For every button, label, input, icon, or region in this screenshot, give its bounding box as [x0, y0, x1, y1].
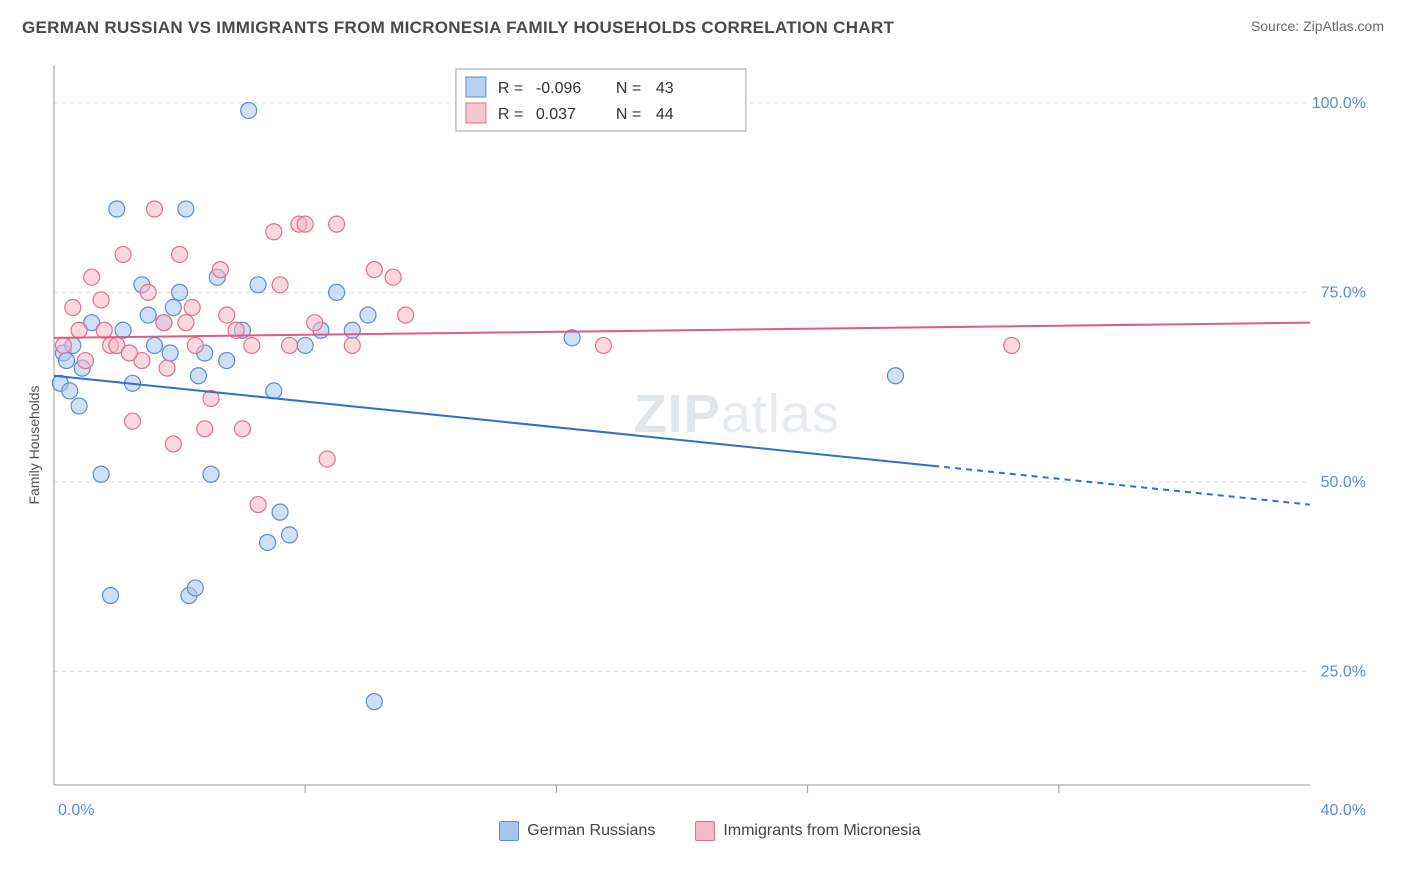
- data-point: [219, 353, 235, 369]
- data-point: [62, 383, 78, 399]
- data-point: [297, 216, 313, 232]
- data-point: [203, 466, 219, 482]
- data-point: [159, 360, 175, 376]
- legend-label: Immigrants from Micronesia: [723, 822, 920, 839]
- data-point: [178, 315, 194, 331]
- data-point: [146, 337, 162, 353]
- chart-container: Family Households ZIPatlas 25.0%50.0%75.…: [40, 55, 1380, 835]
- data-point: [55, 337, 71, 353]
- data-point: [272, 504, 288, 520]
- data-point: [250, 497, 266, 513]
- scatter-chart: 25.0% 50.0% 75.0% 100.0% 0.0% 40.0% R = -0.096 N…: [40, 55, 1380, 835]
- data-point: [266, 383, 282, 399]
- x-tick-label-min: 0.0%: [58, 802, 94, 819]
- data-point: [272, 277, 288, 293]
- data-point: [77, 353, 93, 369]
- legend-r-value: -0.096: [536, 80, 581, 97]
- y-tick-label: 25.0%: [1321, 663, 1366, 680]
- legend-swatch: [466, 103, 486, 123]
- page-title: GERMAN RUSSIAN VS IMMIGRANTS FROM MICRON…: [22, 18, 894, 38]
- data-point: [93, 466, 109, 482]
- legend-n-value: 44: [656, 106, 674, 123]
- data-point: [187, 580, 203, 596]
- legend-item: Immigrants from Micronesia: [695, 821, 920, 841]
- data-point: [162, 345, 178, 361]
- legend-r-value: 0.037: [536, 106, 576, 123]
- data-point: [84, 269, 100, 285]
- data-point: [184, 300, 200, 316]
- legend-r-label: R =: [498, 106, 523, 123]
- data-point: [319, 451, 335, 467]
- data-point: [282, 337, 298, 353]
- data-point: [366, 262, 382, 278]
- x-tick-label-max: 40.0%: [1321, 802, 1366, 819]
- data-point: [197, 421, 213, 437]
- data-point: [140, 307, 156, 323]
- data-point: [165, 300, 181, 316]
- data-point: [219, 307, 235, 323]
- data-point: [212, 262, 228, 278]
- data-point: [250, 277, 266, 293]
- data-point: [165, 436, 181, 452]
- data-point: [385, 269, 401, 285]
- legend-r-label: R =: [498, 80, 523, 97]
- data-point: [109, 201, 125, 217]
- data-point: [241, 102, 257, 118]
- data-point: [297, 337, 313, 353]
- trend-line-dashed: [933, 466, 1310, 505]
- data-point: [344, 337, 360, 353]
- data-point: [121, 345, 137, 361]
- data-point: [125, 413, 141, 429]
- legend-n-value: 43: [656, 80, 674, 97]
- legend-swatch: [499, 821, 519, 841]
- legend-n-label: N =: [616, 80, 641, 97]
- legend-bottom: German Russians Immigrants from Micronesi…: [40, 821, 1380, 841]
- data-point: [596, 337, 612, 353]
- data-point: [234, 421, 250, 437]
- data-point: [146, 201, 162, 217]
- data-point: [172, 246, 188, 262]
- data-point: [398, 307, 414, 323]
- data-point: [307, 315, 323, 331]
- data-point: [360, 307, 376, 323]
- data-point: [115, 322, 131, 338]
- data-point: [93, 292, 109, 308]
- y-tick-label: 100.0%: [1312, 95, 1366, 112]
- legend-n-label: N =: [616, 106, 641, 123]
- data-point: [71, 322, 87, 338]
- legend-label: German Russians: [527, 822, 655, 839]
- legend-swatch: [466, 77, 486, 97]
- data-point: [103, 588, 119, 604]
- data-point: [366, 694, 382, 710]
- data-point: [329, 216, 345, 232]
- data-point: [115, 246, 131, 262]
- data-point: [282, 527, 298, 543]
- legend-swatch: [695, 821, 715, 841]
- trend-line: [54, 376, 933, 466]
- data-point: [266, 224, 282, 240]
- data-point: [1004, 337, 1020, 353]
- data-point: [96, 322, 112, 338]
- data-point: [59, 353, 75, 369]
- data-point: [187, 337, 203, 353]
- legend-item: German Russians: [499, 821, 655, 841]
- data-point: [156, 315, 172, 331]
- y-axis-label: Family Households: [26, 385, 42, 504]
- data-point: [190, 368, 206, 384]
- data-point: [329, 284, 345, 300]
- y-tick-label: 50.0%: [1321, 474, 1366, 491]
- data-point: [140, 284, 156, 300]
- y-tick-label: 75.0%: [1321, 284, 1366, 301]
- data-point: [344, 322, 360, 338]
- data-point: [178, 201, 194, 217]
- data-point: [172, 284, 188, 300]
- source-label: Source: ZipAtlas.com: [1251, 18, 1384, 34]
- data-point: [888, 368, 904, 384]
- data-point: [244, 337, 260, 353]
- data-point: [65, 300, 81, 316]
- data-point: [71, 398, 87, 414]
- data-point: [260, 534, 276, 550]
